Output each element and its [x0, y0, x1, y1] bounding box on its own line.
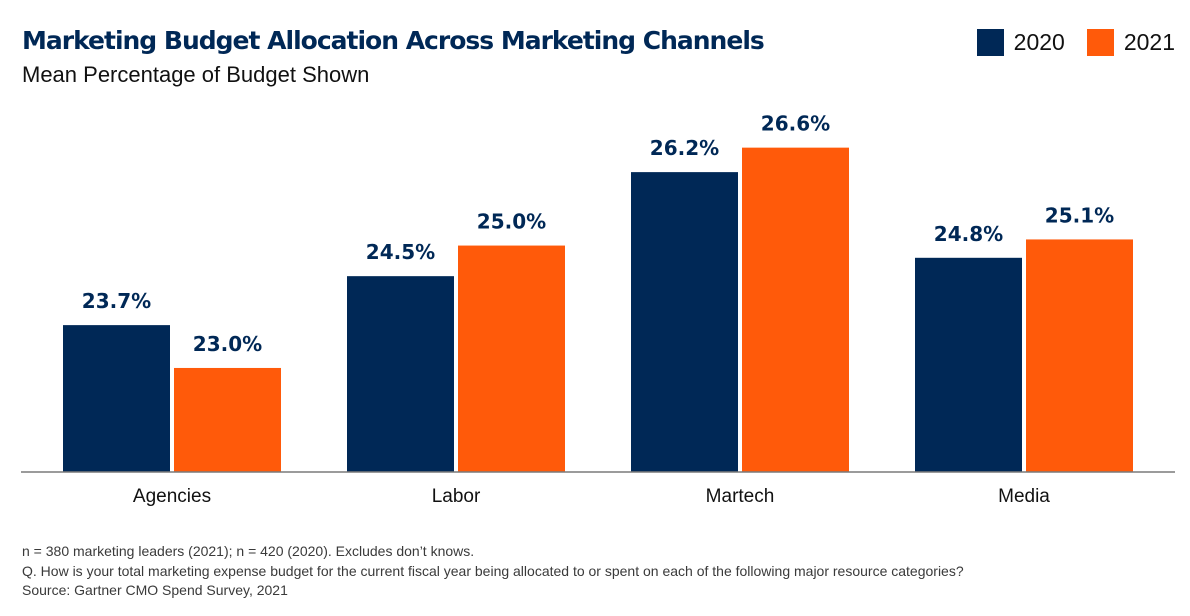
- chart-title: Marketing Budget Allocation Across Marke…: [22, 26, 765, 55]
- legend-item-2021: 2021: [1086, 29, 1175, 56]
- bar-agencies-2020: [63, 325, 170, 472]
- bar-labor-2020: [347, 276, 454, 472]
- legend-label-2020: 2020: [1013, 29, 1065, 55]
- category-label-media: Media: [998, 486, 1050, 507]
- footnote-sample: n = 380 marketing leaders (2021); n = 42…: [22, 543, 475, 559]
- footnotes: n = 380 marketing leaders (2021); n = 42…: [22, 542, 964, 601]
- data-label-media-2021: 25.1%: [1045, 203, 1114, 227]
- bar-chart: 23.7% 23.0% Agencies 24.5% 25.0% Labor 26.2% 26…: [21, 112, 1175, 507]
- bar-agencies-2021: [174, 367, 281, 472]
- footnote-source: Source: Gartner CMO Spend Survey, 2021: [22, 582, 288, 598]
- bar-media-2020: [915, 257, 1022, 472]
- data-label-labor-2020: 24.5%: [366, 240, 435, 264]
- category-label-agencies: Agencies: [133, 486, 211, 507]
- data-label-martech-2020: 26.2%: [650, 136, 719, 160]
- bar-labor-2021: [458, 245, 565, 472]
- bar-martech-2021: [742, 147, 849, 472]
- data-label-agencies-2020: 23.7%: [82, 289, 151, 313]
- data-label-media-2020: 24.8%: [934, 222, 1003, 246]
- chart-subtitle: Mean Percentage of Budget Shown: [22, 62, 370, 87]
- legend-swatch-2021: [1086, 29, 1114, 56]
- category-label-martech: Martech: [706, 486, 775, 507]
- data-label-martech-2021: 26.6%: [761, 112, 830, 136]
- bar-media-2021: [1026, 239, 1133, 472]
- data-label-labor-2021: 25.0%: [477, 210, 546, 234]
- legend: 2020 2021: [955, 29, 1175, 56]
- footnote-question: Q. How is your total marketing expense b…: [22, 562, 964, 579]
- legend-swatch-2020: [976, 29, 1004, 56]
- category-label-labor: Labor: [432, 486, 481, 507]
- legend-item-2020: 2020: [976, 29, 1065, 56]
- bar-martech-2020: [631, 172, 738, 472]
- legend-label-2021: 2021: [1123, 29, 1175, 55]
- data-label-agencies-2021: 23.0%: [193, 332, 262, 356]
